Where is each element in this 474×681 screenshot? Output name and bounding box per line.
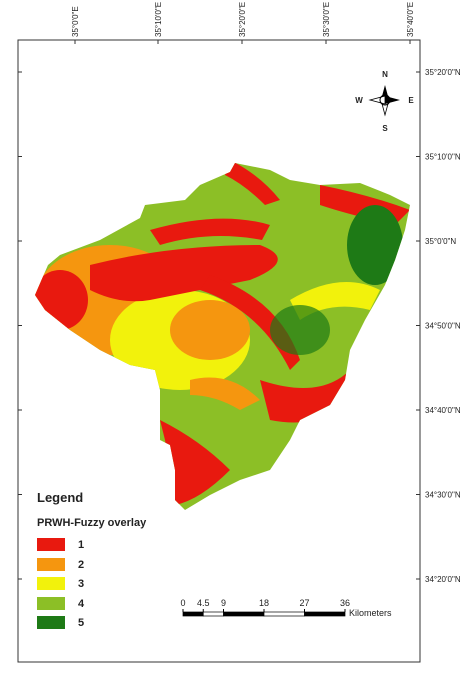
legend-swatch	[37, 616, 65, 629]
legend-label: 3	[78, 578, 84, 590]
scale-label: 4.5	[197, 598, 210, 608]
legend-swatch	[37, 558, 65, 571]
legend-swatch	[37, 538, 65, 551]
scale-segment	[202, 611, 224, 617]
legend-swatch	[37, 597, 65, 610]
north-arrow: N S E W	[355, 70, 414, 133]
latitude-label: 34°30'0"N	[425, 491, 461, 500]
latitude-label: 35°0'0"N	[425, 237, 456, 246]
compass-south: S	[382, 124, 388, 133]
scale-label: 0	[180, 598, 185, 608]
scale-label: 27	[299, 598, 309, 608]
latitude-label: 35°10'0"N	[425, 153, 461, 162]
longitude-label: 35°20'0"E	[238, 2, 247, 37]
legend-swatch	[37, 577, 65, 590]
scale-segment	[304, 611, 346, 617]
scale-label: 36	[340, 598, 350, 608]
latitude-label: 34°20'0"N	[425, 575, 461, 584]
latitude-label: 34°50'0"N	[425, 322, 461, 331]
legend-label: 2	[78, 559, 84, 571]
legend-subtitle: PRWH-Fuzzy overlay	[37, 517, 147, 529]
longitude-label: 35°0'0"E	[71, 6, 80, 37]
legend-label: 5	[78, 617, 84, 629]
scale-segment	[223, 611, 265, 617]
scale-segment	[263, 611, 305, 617]
scale-segment	[182, 611, 204, 617]
compass-west: W	[355, 96, 363, 105]
legend-label: 1	[78, 539, 84, 551]
longitude-label: 35°10'0"E	[154, 2, 163, 37]
scale-label: 9	[221, 598, 226, 608]
latitude-label: 34°40'0"N	[425, 406, 461, 415]
scale-label: 18	[259, 598, 269, 608]
longitude-labels: 35°0'0"E 35°10'0"E 35°20'0"E 35°30'0"E 35°40…	[71, 2, 415, 44]
longitude-label: 35°40'0"E	[406, 2, 415, 37]
compass-east: E	[408, 96, 414, 105]
legend-label: 4	[78, 598, 85, 610]
scale-unit: Kilometers	[349, 608, 392, 618]
latitude-labels: 35°20'0"N 35°10'0"N 35°0'0"N 34°50'0"N 34°40…	[18, 68, 461, 584]
latitude-label: 35°20'0"N	[425, 68, 461, 77]
legend-title: Legend	[37, 490, 83, 505]
legend: 1 2 3 4 5	[37, 538, 85, 629]
compass-north: N	[382, 70, 388, 79]
longitude-label: 35°30'0"E	[322, 2, 331, 37]
